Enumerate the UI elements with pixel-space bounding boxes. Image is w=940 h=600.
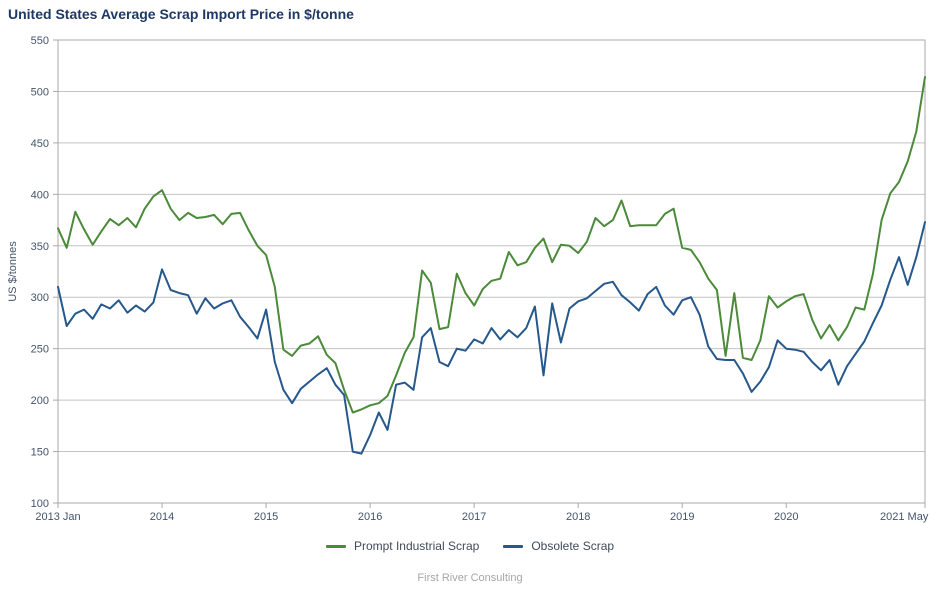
- series-line-obsolete-scrap: [57, 221, 926, 455]
- legend-label: Prompt Industrial Scrap: [353, 539, 480, 553]
- x-tick-label: 2017: [462, 511, 486, 523]
- prompt-series-swatch-icon: [325, 544, 346, 548]
- x-tick-label: 2020: [774, 511, 798, 523]
- y-tick-label: 200: [31, 395, 49, 407]
- y-tick-label: 300: [31, 292, 49, 304]
- chart-title: United States Average Scrap Import Price…: [8, 6, 354, 22]
- x-tick-label: 2019: [670, 511, 694, 523]
- y-tick-label: 350: [31, 241, 49, 253]
- x-tick-label: 2014: [150, 511, 174, 523]
- plot-frame: [57, 39, 926, 504]
- x-tick-label: 2021 May: [880, 511, 929, 523]
- obsolete-series-swatch-icon: [503, 544, 524, 548]
- legend-label: Obsolete Scrap: [531, 539, 615, 553]
- price-chart: 100 150 200 250 300 350 400 450 500 550 2013 Jan 20…: [7, 35, 929, 523]
- y-tick-label: 150: [31, 447, 49, 459]
- x-tick-label: 2018: [566, 511, 590, 523]
- y-tick-label: 250: [31, 344, 49, 356]
- series-line-prompt-industrial-scrap: [57, 76, 926, 414]
- y-axis-title: US $/tonnes: [7, 241, 19, 302]
- legend-item-prompt-industrial-scrap[interactable]: Prompt Industrial Scrap: [325, 539, 480, 553]
- y-tick-label: 400: [31, 189, 49, 201]
- x-tick-label: 2016: [358, 511, 382, 523]
- y-tick-label: 450: [31, 138, 49, 150]
- x-tick-label: 2015: [254, 511, 278, 523]
- y-tick-label: 500: [31, 86, 49, 98]
- x-tick-label: 2013 Jan: [35, 511, 80, 523]
- y-tick-label: 550: [31, 35, 49, 47]
- footer-branding: First River Consulting: [417, 572, 523, 584]
- chart-legend: Prompt Industrial Scrap Obsolete Scrap: [0, 539, 940, 553]
- y-tick-label: 100: [31, 498, 49, 510]
- legend-item-obsolete-scrap[interactable]: Obsolete Scrap: [503, 539, 614, 553]
